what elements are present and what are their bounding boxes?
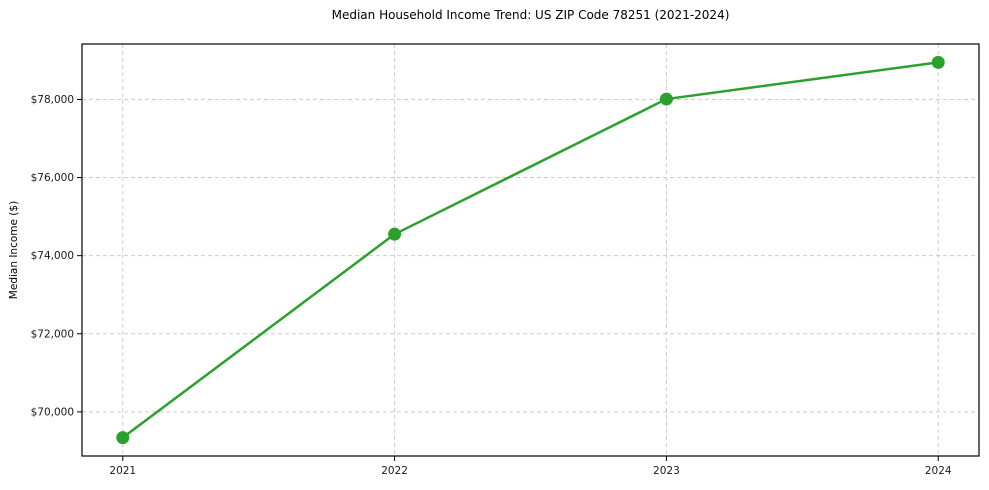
y-tick-label: $70,000 — [31, 406, 74, 418]
trend-line — [121, 61, 940, 439]
y-tick-label: $76,000 — [31, 172, 74, 184]
data-point-2022 — [388, 227, 402, 241]
y-tick-label: $74,000 — [31, 250, 74, 262]
data-point-2023 — [659, 92, 673, 106]
x-tick-label: 2021 — [109, 465, 136, 477]
y-tick-label: $72,000 — [31, 328, 74, 340]
y-tick-label: $78,000 — [31, 94, 74, 106]
plot-border — [81, 43, 980, 457]
x-tick-label: 2024 — [925, 465, 952, 477]
data-point-2024 — [931, 55, 945, 69]
x-tick-label: 2023 — [653, 465, 680, 477]
x-tick-label: 2022 — [381, 465, 408, 477]
data-point-2021 — [116, 431, 130, 445]
chart-title: Median Household Income Trend: US ZIP Co… — [331, 8, 730, 22]
